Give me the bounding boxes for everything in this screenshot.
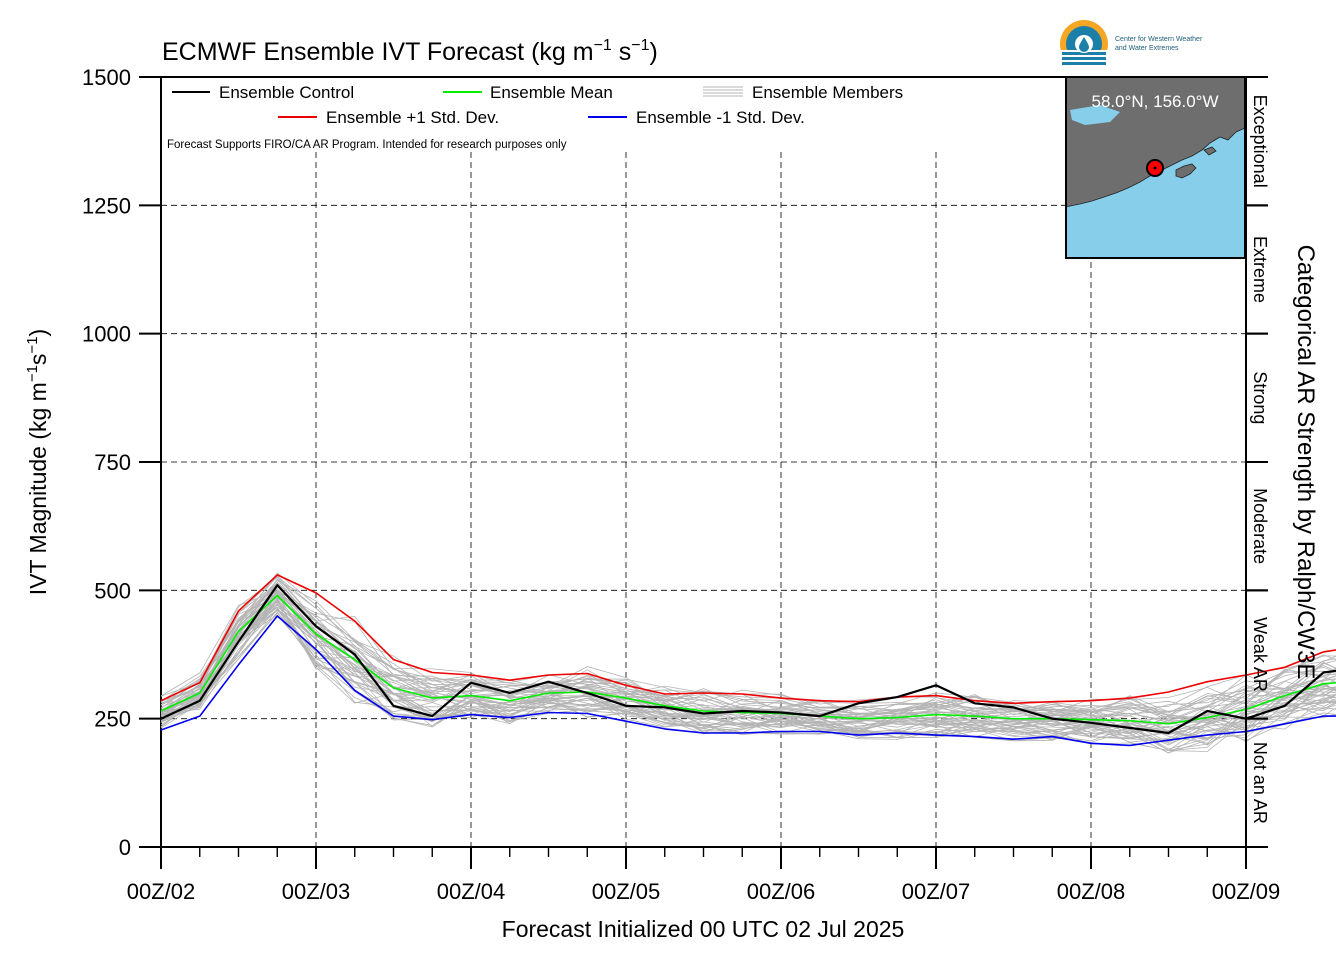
legend-swatch-members [703, 86, 743, 97]
ensemble-member-line [160, 591, 1336, 740]
y-tick-label: 750 [94, 450, 131, 475]
legend-label-control: Ensemble Control [219, 83, 354, 102]
ensemble-member-line [160, 612, 1336, 746]
legend-label-plus-std: Ensemble +1 Std. Dev. [326, 108, 499, 127]
legend-note: Forecast Supports FIRO/CA AR Program. In… [167, 139, 567, 151]
y-tick-label: 250 [94, 707, 131, 732]
ensemble-member-line [160, 580, 1336, 713]
ensemble-member-line [160, 601, 1336, 731]
ensemble-member-line [160, 577, 1336, 718]
ensemble-member-line [160, 600, 1336, 739]
category-label: Exceptional [1250, 95, 1270, 188]
y-tick-label: 1250 [82, 193, 131, 218]
ensemble-member-line [160, 608, 1336, 752]
y-tick-label: 1000 [82, 322, 131, 347]
legend-label-minus-std: Ensemble -1 Std. Dev. [636, 108, 805, 127]
x-tick-label: 00Z/02 [127, 879, 196, 904]
logo-text-line1: Center for Western Weather [1115, 36, 1203, 43]
category-label: Weak AR [1250, 617, 1270, 692]
y-tick-label: 500 [94, 578, 131, 603]
ensemble-member-line [160, 578, 1336, 720]
ensemble-member-line [160, 614, 1336, 754]
right-axis-label: Categorical AR Strength by Ralph/CW3E [1292, 245, 1319, 680]
y-tick-label: 0 [119, 835, 131, 860]
x-tick-label: 00Z/06 [747, 879, 816, 904]
series-line-minus-std [160, 615, 1336, 747]
ensemble-member-line [160, 582, 1336, 722]
ensemble-member-line [160, 594, 1336, 716]
ensemble-member-line [160, 581, 1336, 721]
category-label: Extreme [1250, 236, 1270, 303]
legend: Ensemble Control Ensemble Mean Ensemble … [167, 83, 903, 151]
chart-title: ECMWF Ensemble IVT Forecast (kg m−1 s−1) [162, 37, 658, 66]
ensemble-member-line [160, 592, 1336, 742]
series-line-control [160, 584, 1336, 735]
ensemble-member-line [160, 609, 1336, 751]
x-tick-label: 00Z/04 [437, 879, 506, 904]
map-island-2 [1203, 146, 1217, 156]
ensemble-member-line [160, 583, 1336, 721]
category-label: Not an AR [1250, 742, 1270, 824]
category-labels: Not an AR Weak AR Moderate Strong Extreme Exc… [1246, 76, 1270, 848]
inset-map: 58.0°N, 156.0°W [1065, 76, 1246, 259]
map-island [1175, 163, 1197, 179]
ensemble-member-line [160, 582, 1336, 727]
water-drop-icon [1079, 37, 1089, 52]
legend-label-mean: Ensemble Mean [490, 83, 613, 102]
x-tick-label: 00Z/05 [592, 879, 661, 904]
ensemble-member-line [160, 598, 1336, 752]
x-tick-label: 00Z/03 [282, 879, 351, 904]
ensemble-member-line [160, 607, 1336, 750]
ensemble-member-line [160, 581, 1336, 724]
ensemble-member-line [160, 598, 1336, 744]
logo-text-line2: and Water Extremes [1115, 45, 1179, 52]
map-location-label: 58.0°N, 156.0°W [1092, 92, 1219, 111]
x-tick-label: 00Z/08 [1057, 879, 1126, 904]
map-island-3 [1070, 105, 1120, 125]
category-label: Moderate [1250, 488, 1270, 564]
map-frame [1065, 76, 1246, 259]
x-axis-label: Forecast Initialized 00 UTC 02 Jul 2025 [502, 916, 905, 942]
series-lines [160, 574, 1336, 747]
ensemble-member-line [160, 578, 1336, 722]
cw3e-logo: Center for Western Weather and Water Ext… [1058, 20, 1203, 70]
series-line-plus-std [160, 574, 1336, 705]
ensemble-member-line [160, 588, 1336, 734]
category-label: Strong [1250, 371, 1270, 424]
ensemble-member-line [160, 572, 1336, 717]
ensemble-member-line [160, 585, 1336, 716]
ensemble-members [160, 572, 1336, 754]
x-tick-label: 00Z/09 [1212, 879, 1281, 904]
series-line-mean [160, 594, 1336, 725]
axes: 0 250 500 750 1000 1250 1500 00Z/02 00Z/03 00Z/04… [82, 65, 1280, 904]
legend-label-members: Ensemble Members [752, 83, 903, 102]
x-tick-label: 00Z/07 [902, 879, 971, 904]
y-axis-label: IVT Magnitude (kg m−1s−1) [24, 329, 51, 595]
y-tick-label: 1500 [82, 65, 131, 90]
